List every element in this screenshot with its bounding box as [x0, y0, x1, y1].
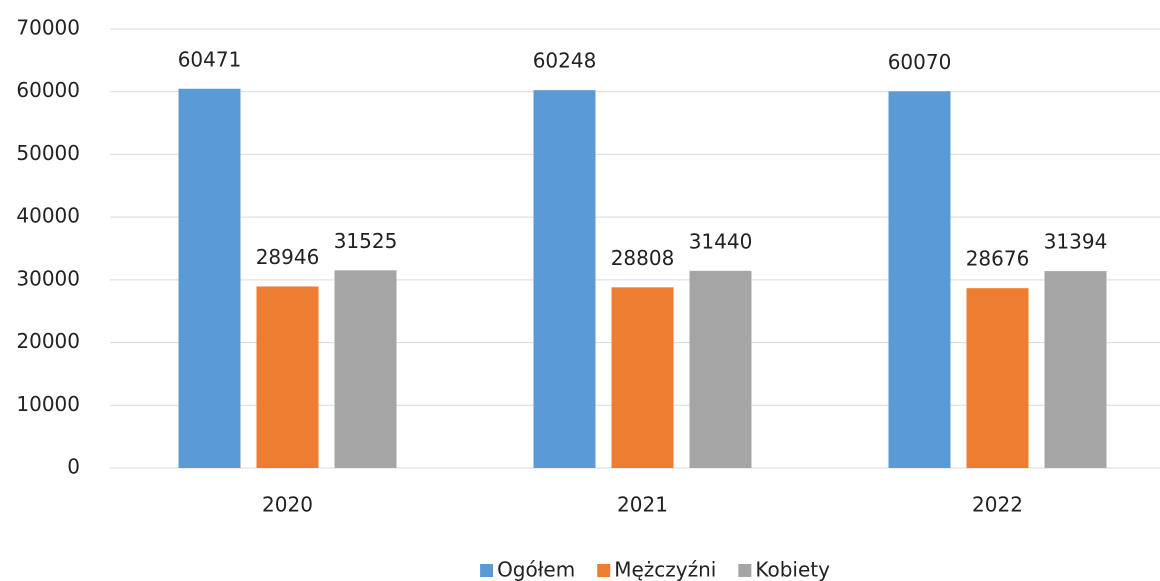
legend-label: Kobiety — [755, 558, 830, 581]
data-label: 31440 — [689, 229, 753, 253]
y-tick-label: 70000 — [16, 16, 80, 40]
y-tick-label: 30000 — [16, 266, 80, 290]
y-tick-label: 40000 — [16, 204, 80, 228]
legend-label: Ogółem — [497, 558, 575, 581]
data-label: 60248 — [533, 49, 597, 73]
bar — [533, 90, 596, 469]
legend-swatch — [738, 564, 752, 577]
bar — [178, 88, 241, 469]
bar — [1044, 271, 1107, 468]
legend-label: Mężczyźni — [614, 558, 716, 581]
bar — [256, 286, 319, 468]
data-label: 60471 — [178, 47, 242, 71]
x-tick-label: 2020 — [262, 493, 313, 517]
legend-swatch — [597, 564, 611, 577]
bar — [611, 287, 674, 468]
x-tick-label: 2021 — [617, 493, 668, 517]
y-tick-label: 50000 — [16, 141, 80, 165]
x-tick-label: 2022 — [972, 493, 1023, 517]
data-label: 28946 — [256, 245, 320, 269]
legend-swatch — [480, 564, 494, 577]
bar — [966, 288, 1029, 468]
bar — [334, 270, 397, 468]
data-label: 60070 — [888, 50, 952, 74]
bar — [888, 91, 951, 469]
data-label: 31525 — [334, 229, 398, 253]
y-tick-label: 10000 — [16, 392, 80, 416]
data-label: 28676 — [966, 247, 1030, 271]
y-tick-label: 20000 — [16, 329, 80, 353]
y-tick-label: 0 — [67, 455, 80, 479]
bar — [689, 270, 752, 468]
data-label: 28808 — [611, 246, 675, 270]
y-tick-label: 60000 — [16, 78, 80, 102]
data-label: 31394 — [1044, 230, 1108, 254]
